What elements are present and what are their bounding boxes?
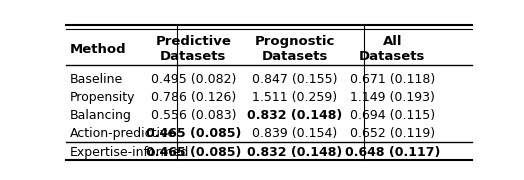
Text: Propensity: Propensity [70, 91, 135, 104]
Text: All
Datasets: All Datasets [359, 35, 425, 63]
Text: 0.832 (0.148): 0.832 (0.148) [247, 109, 343, 122]
Text: Prognostic
Datasets: Prognostic Datasets [255, 35, 335, 63]
Text: Action-predictive: Action-predictive [70, 127, 176, 140]
Text: 0.847 (0.155): 0.847 (0.155) [252, 73, 337, 86]
Text: 0.832 (0.148): 0.832 (0.148) [247, 146, 343, 159]
Text: 0.652 (0.119): 0.652 (0.119) [350, 127, 435, 140]
Text: 0.671 (0.118): 0.671 (0.118) [350, 73, 435, 86]
Text: Expertise-informed: Expertise-informed [70, 146, 189, 159]
Text: Predictive
Datasets: Predictive Datasets [156, 35, 232, 63]
Text: 0.556 (0.083): 0.556 (0.083) [151, 109, 236, 122]
Text: 1.511 (0.259): 1.511 (0.259) [253, 91, 337, 104]
Text: 1.149 (0.193): 1.149 (0.193) [350, 91, 435, 104]
Text: 0.839 (0.154): 0.839 (0.154) [253, 127, 337, 140]
Text: Baseline: Baseline [70, 73, 123, 86]
Text: 0.786 (0.126): 0.786 (0.126) [151, 91, 236, 104]
Text: 0.694 (0.115): 0.694 (0.115) [350, 109, 435, 122]
Text: Balancing: Balancing [70, 109, 132, 122]
Text: 0.465 (0.085): 0.465 (0.085) [146, 146, 241, 159]
Text: Method: Method [70, 43, 126, 56]
Text: 0.465 (0.085): 0.465 (0.085) [146, 127, 241, 140]
Text: 0.495 (0.082): 0.495 (0.082) [151, 73, 236, 86]
Text: 0.648 (0.117): 0.648 (0.117) [345, 146, 440, 159]
